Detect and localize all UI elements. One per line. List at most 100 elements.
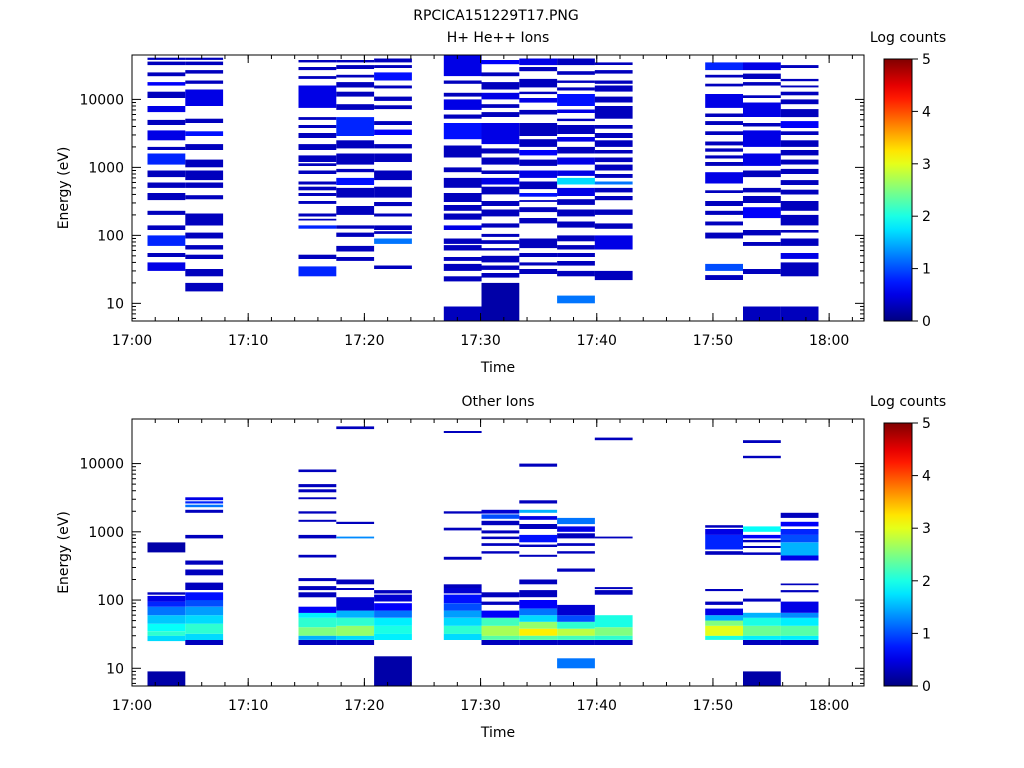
x-tick-label: 17:30 xyxy=(460,698,500,714)
spectrogram-cell xyxy=(557,270,595,277)
colorbar-tick-label: 2 xyxy=(922,574,931,590)
spectrogram-cell xyxy=(298,484,337,488)
spectrogram-cell xyxy=(705,113,743,117)
x-axis-label: Time xyxy=(480,360,515,376)
spectrogram-cell xyxy=(557,177,595,185)
spectrogram-cell xyxy=(705,121,743,125)
spectrogram-cell xyxy=(557,118,595,122)
spectrogram-cell xyxy=(185,633,224,640)
spectrogram-cell xyxy=(780,201,819,211)
spectrogram-cell xyxy=(519,150,558,156)
spectrogram-cell xyxy=(743,95,781,98)
spectrogram-cell xyxy=(705,275,743,280)
spectrogram-cell xyxy=(481,273,520,278)
spectrogram-cell xyxy=(185,582,224,590)
spectrogram-cell xyxy=(185,61,224,66)
x-tick-label: 17:50 xyxy=(693,698,733,714)
spectrogram-cell xyxy=(519,58,558,66)
spectrogram-cell xyxy=(519,262,558,266)
spectrogram-cell xyxy=(519,181,558,190)
spectrogram-cell xyxy=(336,82,375,88)
spectrogram-cell xyxy=(705,74,743,78)
spectrogram-cell xyxy=(705,62,743,71)
spectrogram-cell xyxy=(185,592,224,601)
spectrogram-cell xyxy=(336,597,375,611)
spectrogram-cell xyxy=(147,235,186,246)
spectrogram-cell xyxy=(594,235,633,250)
spectrogram-cell xyxy=(705,83,743,87)
spectrogram-cell xyxy=(298,635,337,640)
spectrogram-cell xyxy=(780,542,819,556)
spectrogram-cell xyxy=(780,150,819,156)
spectrogram-cell xyxy=(374,625,412,634)
spectrogram-cells xyxy=(147,55,819,321)
spectrogram-cell xyxy=(185,70,224,74)
y-tick-label: 10000 xyxy=(79,92,124,108)
spectrogram-cell xyxy=(298,144,337,150)
spectrogram-cell xyxy=(481,223,520,228)
x-tick-label: 17:10 xyxy=(228,698,268,714)
spectrogram-cell xyxy=(481,201,520,206)
spectrogram-cell xyxy=(443,99,482,110)
spectrogram-cell xyxy=(780,189,819,195)
spectrogram-cell xyxy=(780,617,819,626)
spectrogram-cell xyxy=(481,123,520,145)
spectrogram-cell xyxy=(481,186,520,195)
x-tick-label: 17:10 xyxy=(228,333,268,349)
spectrogram-cell xyxy=(147,193,186,201)
spectrogram-cell xyxy=(298,519,337,522)
spectrogram-cell xyxy=(298,186,337,191)
spectrogram-cell xyxy=(374,170,412,181)
spectrogram-cell xyxy=(481,248,520,251)
spectrogram-cell xyxy=(557,621,595,629)
x-tick-label: 17:50 xyxy=(693,333,733,349)
spectrogram-cell xyxy=(298,170,337,174)
spectrogram-cell xyxy=(298,469,337,473)
spectrogram-cell xyxy=(298,511,337,514)
spectrogram-cell xyxy=(481,72,520,77)
panel-h-he-ions: 17:00 17:10 17:20 17:30 17:40 17:50 18:0010100… xyxy=(56,30,946,376)
spectrogram-cell xyxy=(185,606,224,616)
spectrogram-cell xyxy=(443,625,482,634)
spectrogram-cell xyxy=(147,153,186,165)
spectrogram-cell xyxy=(336,187,375,198)
spectrogram-cell xyxy=(557,526,595,532)
spectrogram-cell xyxy=(594,96,633,103)
spectrogram-cell xyxy=(594,181,633,185)
spectrogram-cell xyxy=(336,579,375,585)
spectrogram-cell xyxy=(594,196,633,201)
spectrogram-cell xyxy=(743,526,781,532)
spectrogram-cell xyxy=(298,181,337,185)
spectrogram-cell xyxy=(298,163,337,166)
spectrogram-cell xyxy=(557,658,595,669)
spectrogram-cell xyxy=(519,544,558,547)
spectrogram-cell xyxy=(147,253,186,257)
y-tick-label: 100 xyxy=(97,593,124,609)
spectrogram-cell xyxy=(374,603,412,611)
spectrogram-cell xyxy=(519,67,558,72)
spectrogram-cell xyxy=(519,500,558,504)
spectrogram-cell xyxy=(705,625,743,636)
colorbar-scale xyxy=(883,422,913,687)
spectrogram-cell xyxy=(557,209,595,217)
spectrogram-cell xyxy=(705,131,743,135)
spectrogram-cell xyxy=(374,238,412,244)
spectrogram-cell xyxy=(298,592,337,598)
spectrogram-cell xyxy=(481,282,520,321)
spectrogram-cell xyxy=(185,159,224,168)
spectrogram-cell xyxy=(481,640,520,645)
panel-title: H+ He++ Ions xyxy=(447,30,550,46)
spectrogram-cell xyxy=(481,551,520,554)
x-tick-label: 17:20 xyxy=(344,333,384,349)
spectrogram-cell xyxy=(780,306,819,321)
spectrogram-cell xyxy=(481,209,520,217)
spectrogram-cell xyxy=(743,617,781,626)
spectrogram-cell xyxy=(705,210,743,215)
spectrogram-cell xyxy=(557,146,595,154)
spectrogram-cell xyxy=(557,137,595,142)
spectrogram-cell xyxy=(374,85,412,89)
spectrogram-cell xyxy=(594,270,633,281)
spectrogram-cell xyxy=(336,610,375,618)
spectrogram-cell xyxy=(147,57,186,60)
spectrogram-cell xyxy=(374,121,412,125)
